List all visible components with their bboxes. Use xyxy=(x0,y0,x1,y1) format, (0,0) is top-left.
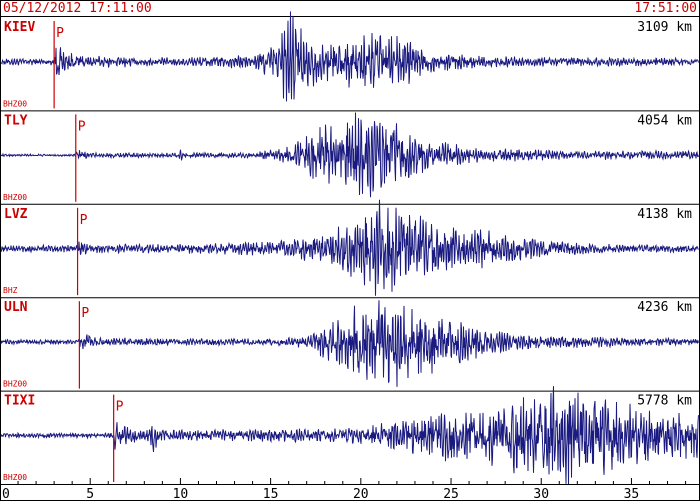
start-time: 05/12/2012 17:11:00 xyxy=(3,1,152,16)
station-panel-tly: P TLY 4054 km BHZ00 xyxy=(0,110,700,202)
station-panels: P KIEV 3109 km BHZ00 P TLY 4054 km BHZ00 P LVZ 413… xyxy=(0,11,700,485)
channel-label: BHZ00 xyxy=(3,193,27,202)
station-distance: 4236 km xyxy=(637,300,692,315)
tick-label: 10 xyxy=(173,487,189,501)
station-distance: 4138 km xyxy=(637,207,692,222)
tick-label: 30 xyxy=(533,487,549,501)
time-axis: 0 5 10 15 20 25 30 35 xyxy=(0,478,700,501)
station-panel-tixi: P TIXI 5778 km BHZ00 xyxy=(0,386,700,485)
station-panel-kiev: P KIEV 3109 km BHZ00 xyxy=(0,11,699,109)
waveform-tly xyxy=(0,112,699,198)
tick-label: 20 xyxy=(353,487,369,501)
end-time: 17:51:00 xyxy=(634,1,697,16)
station-distance: 3109 km xyxy=(637,20,692,35)
p-arrival-label: P xyxy=(81,306,89,321)
station-name: LVZ xyxy=(4,207,28,222)
p-arrival-label: P xyxy=(56,26,64,41)
waveform-kiev xyxy=(0,11,699,102)
tick-label: 0 xyxy=(2,487,10,501)
p-arrival-label: P xyxy=(116,400,124,415)
waveform-tixi xyxy=(0,386,699,485)
tick-label: 5 xyxy=(86,487,94,501)
tick-label: 25 xyxy=(443,487,459,501)
channel-label: BHZ00 xyxy=(3,99,27,108)
station-panel-uln: P ULN 4236 km BHZ00 xyxy=(0,297,700,389)
waveform-lvz xyxy=(0,199,699,296)
station-name: TLY xyxy=(4,113,28,128)
tick-label: 15 xyxy=(263,487,279,501)
channel-label: BHZ00 xyxy=(3,380,27,389)
waveform-uln xyxy=(0,300,699,387)
p-arrival-label: P xyxy=(80,213,88,228)
station-name: TIXI xyxy=(4,394,35,409)
tick-label: 35 xyxy=(624,487,640,501)
station-distance: 5778 km xyxy=(637,394,692,409)
station-name: KIEV xyxy=(4,20,35,35)
station-distance: 4054 km xyxy=(637,113,692,128)
channel-label: BHZ xyxy=(3,286,18,295)
p-arrival-label: P xyxy=(78,119,86,134)
channel-label: BHZ00 xyxy=(3,473,27,482)
station-panel-lvz: P LVZ 4138 km BHZ xyxy=(0,199,700,296)
station-name: ULN xyxy=(4,300,28,315)
